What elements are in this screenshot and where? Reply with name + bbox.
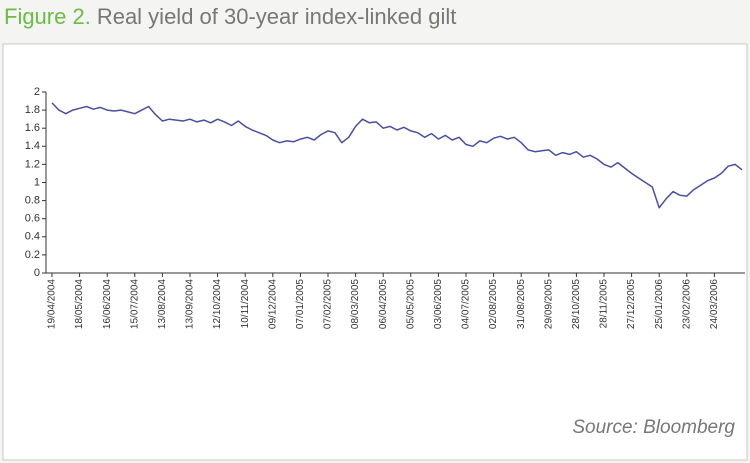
x-tick-label: 13/09/2004 — [185, 279, 196, 329]
x-tick-label: 19/04/2004 — [47, 279, 58, 329]
figure-label: Figure 2. — [4, 4, 91, 29]
x-tick-label: 12/10/2004 — [212, 279, 223, 329]
x-tick-label: 10/11/2004 — [240, 279, 251, 329]
x-tick-label: 08/03/2005 — [350, 279, 361, 329]
line — [51, 102, 743, 209]
x-tick-label: 23/02/2006 — [681, 279, 692, 329]
y-tick-label: 0.8 — [25, 195, 40, 207]
x-tick-label: 09/12/2004 — [267, 279, 278, 329]
y-tick-label: 1.8 — [25, 104, 40, 116]
y-tick-label: 2 — [34, 86, 40, 98]
x-tick-label: 04/07/2005 — [461, 279, 472, 329]
x-tick-label: 07/02/2005 — [323, 279, 334, 329]
x-tick-label: 31/08/2005 — [516, 279, 527, 329]
x-tick-label: 05/05/2005 — [405, 279, 416, 329]
x-tick-label: 24/03/2006 — [709, 279, 720, 329]
x-tick-label: 02/08/2005 — [488, 279, 499, 329]
panel — [2, 43, 748, 461]
y-tick-label: 1.4 — [25, 140, 40, 152]
y-tick-label: 1.6 — [25, 122, 40, 134]
x-tick-label: 18/05/2004 — [74, 279, 85, 329]
x-tick-label: 03/06/2005 — [433, 279, 444, 329]
y-tick-label: 1 — [34, 176, 40, 188]
x-tick-label: 07/01/2005 — [295, 279, 306, 329]
x-tick-label: 28/10/2005 — [571, 279, 582, 329]
x-tick-label: 25/01/2006 — [654, 279, 665, 329]
x-tick-label: 27/12/2005 — [626, 279, 637, 329]
y-tick-label: 0 — [34, 267, 40, 279]
y-tick-label: 1.2 — [25, 158, 40, 170]
y-tick-label: 0.6 — [25, 213, 40, 225]
source: Source: Bloomberg — [572, 417, 735, 438]
title: Figure 2. Real yield of 30-year index-lin… — [4, 4, 456, 29]
x-tick-label: 16/06/2004 — [102, 279, 113, 329]
y-tick-label: 0.2 — [25, 249, 40, 261]
x-tick-label: 13/08/2004 — [157, 279, 168, 329]
x-tick-label: 15/07/2004 — [129, 279, 140, 329]
chart-title: Real yield of 30-year index-linked gilt — [97, 4, 457, 29]
x-tick-label: 29/09/2005 — [543, 279, 554, 329]
y-tick-label: 0.4 — [25, 231, 40, 243]
x-tick-label: 06/04/2005 — [378, 279, 389, 329]
x-tick-label: 28/11/2005 — [599, 279, 610, 329]
